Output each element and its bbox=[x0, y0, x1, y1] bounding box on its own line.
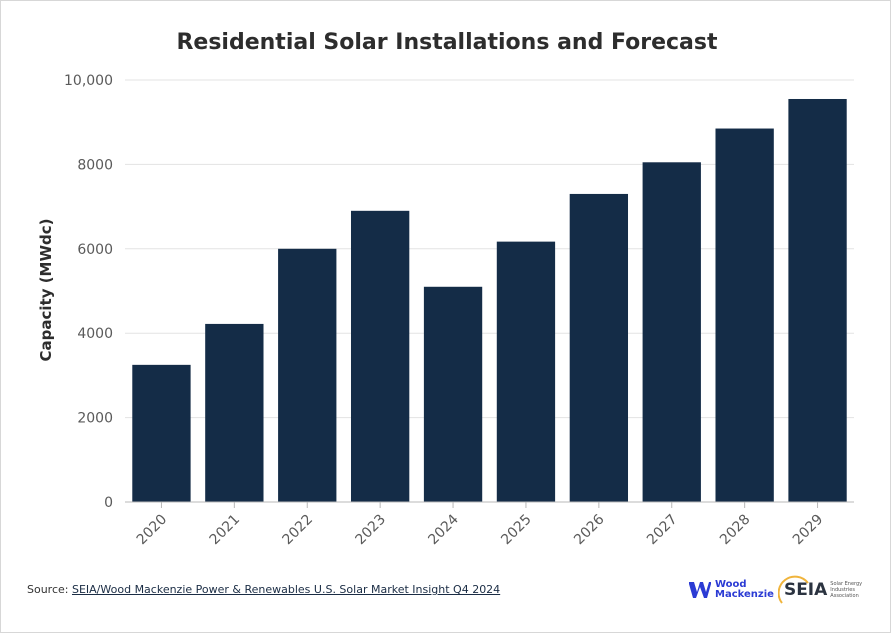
x-tick-label: 2022 bbox=[280, 512, 317, 549]
x-tick-label: 2029 bbox=[790, 512, 827, 549]
y-tick-label: 6000 bbox=[77, 242, 113, 258]
source-note: Source: SEIA/Wood Mackenzie Power & Rene… bbox=[27, 583, 500, 596]
x-tick-label: 2023 bbox=[352, 512, 389, 549]
logo-strip: Wood Mackenzie SEIA Solar Energy Industr… bbox=[689, 573, 869, 607]
wood-mackenzie-mark-icon bbox=[689, 582, 711, 598]
y-tick-label: 8000 bbox=[77, 157, 113, 173]
x-tick-label: 2026 bbox=[571, 511, 608, 548]
bar-2025 bbox=[496, 241, 556, 502]
y-tick-label: 2000 bbox=[77, 411, 113, 427]
y-tick-label: 0 bbox=[104, 495, 113, 511]
bar-2028 bbox=[715, 128, 774, 502]
bar-2023 bbox=[350, 210, 410, 502]
y-tick-label: 10,000 bbox=[64, 73, 113, 89]
bars bbox=[132, 98, 847, 503]
y-tick-label: 4000 bbox=[77, 326, 113, 342]
bar-2021 bbox=[205, 323, 264, 502]
logo-seia-text: SEIA bbox=[783, 580, 828, 600]
bar-2022 bbox=[278, 248, 337, 502]
y-ticks: 0 2000 4000 6000 8000 10,000 bbox=[64, 73, 113, 511]
source-prefix: Source: bbox=[27, 583, 72, 596]
wood-mackenzie-logo: Wood Mackenzie bbox=[689, 580, 774, 600]
bar-2027 bbox=[642, 162, 701, 503]
seia-sun-arc-icon bbox=[777, 575, 809, 604]
seia-logo: SEIA Solar Energy Industries Association bbox=[777, 575, 864, 604]
source-link[interactable]: SEIA/Wood Mackenzie Power & Renewables U… bbox=[71, 583, 501, 596]
x-tick-label: 2028 bbox=[717, 512, 754, 549]
x-tick-label: 2025 bbox=[498, 512, 535, 549]
x-tick-label: 2027 bbox=[644, 512, 681, 549]
x-tick-label: 2024 bbox=[425, 511, 462, 548]
logo-seia-subtext: Solar Energy Industries Association bbox=[830, 581, 863, 599]
wood-mackenzie-wordmark: Wood Mackenzie bbox=[715, 580, 774, 600]
x-tick-label: 2021 bbox=[207, 512, 244, 549]
chart-title: Residential Solar Installations and Fore… bbox=[176, 30, 718, 55]
logo-mackenzie-text: Mackenzie bbox=[715, 589, 774, 600]
bar-2020 bbox=[132, 364, 191, 502]
x-ticks: 2020 2021 2022 2023 2024 2025 2026 2027 2028 2029 bbox=[134, 502, 827, 549]
logo-wood-text: Wood bbox=[715, 579, 747, 590]
bar-2029 bbox=[788, 98, 847, 503]
y-axis-label: Capacity (MWdc) bbox=[37, 218, 55, 361]
x-tick-label: 2020 bbox=[134, 512, 171, 549]
bar-2024 bbox=[423, 286, 483, 502]
bar-2026 bbox=[569, 193, 629, 502]
